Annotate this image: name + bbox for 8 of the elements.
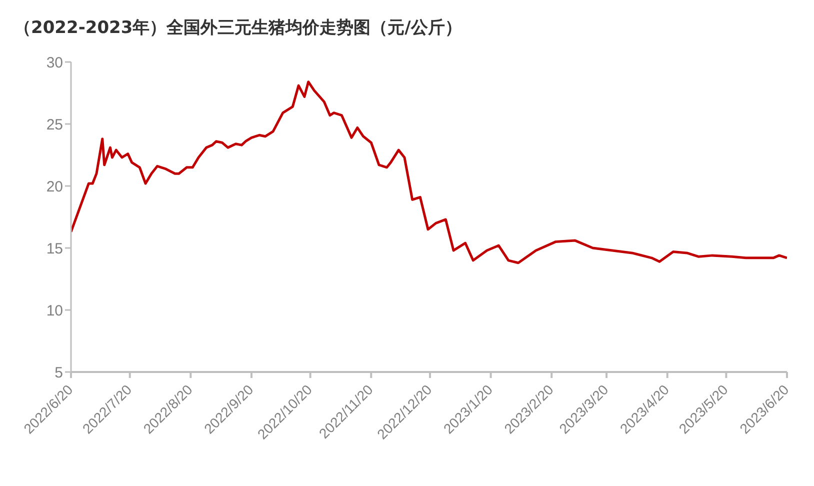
y-tick-label: 5 — [54, 364, 63, 382]
y-tick-label: 15 — [46, 240, 63, 258]
y-tick-label: 10 — [46, 302, 63, 320]
line-series — [71, 80, 787, 264]
y-tick-label: 30 — [46, 54, 63, 72]
chart-title: （2022-2023年）全国外三元生猪均价走势图（元/公斤） — [13, 17, 463, 40]
y-tick-label: 25 — [46, 116, 63, 134]
y-tick-label: 20 — [46, 178, 63, 196]
